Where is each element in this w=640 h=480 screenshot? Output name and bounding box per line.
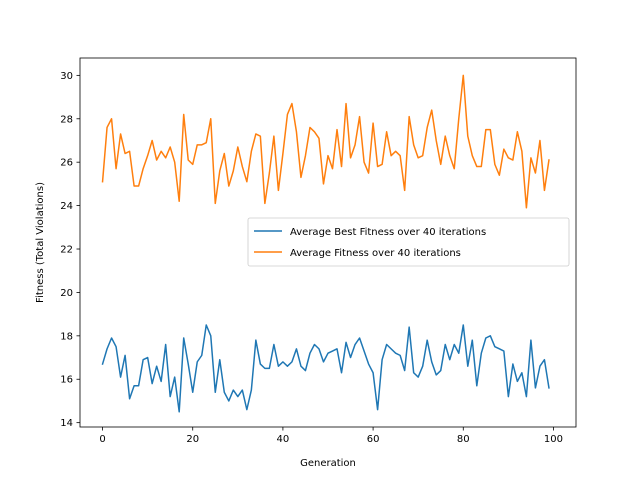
y-tick-label: 22 xyxy=(60,245,73,256)
y-tick-label: 28 xyxy=(60,114,73,125)
x-tick-label: 40 xyxy=(277,434,290,445)
y-tick-label: 26 xyxy=(60,158,73,169)
x-tick-label: 100 xyxy=(544,434,563,445)
y-tick-label: 24 xyxy=(60,201,73,212)
y-tick-label: 14 xyxy=(60,418,73,429)
y-axis-title: Fitness (Total Violations) xyxy=(35,182,46,303)
y-tick-label: 20 xyxy=(60,288,73,299)
legend: Average Best Fitness over 40 iterations A… xyxy=(247,217,570,267)
series-line-2 xyxy=(101,74,550,209)
x-tick-label: 80 xyxy=(457,434,470,445)
axes: 0 20 40 60 80 100 14 16 18 20 22 24 26 28 30 xyxy=(60,57,577,445)
axes-frame xyxy=(79,57,577,428)
legend-label-2: Average Fitness over 40 iterations xyxy=(290,248,461,259)
plot-area xyxy=(101,74,550,413)
legend-label-1: Average Best Fitness over 40 iterations xyxy=(290,227,486,238)
x-tick-label: 60 xyxy=(367,434,380,445)
y-tick-label: 18 xyxy=(60,331,73,342)
series-line-1 xyxy=(101,324,550,413)
y-tick-label: 16 xyxy=(60,375,73,386)
legend-box xyxy=(247,217,570,267)
y-tick-label: 30 xyxy=(60,71,73,82)
x-axis-title: Generation xyxy=(300,458,356,469)
x-tick-label: 0 xyxy=(99,434,105,445)
x-tick-label: 20 xyxy=(186,434,199,445)
